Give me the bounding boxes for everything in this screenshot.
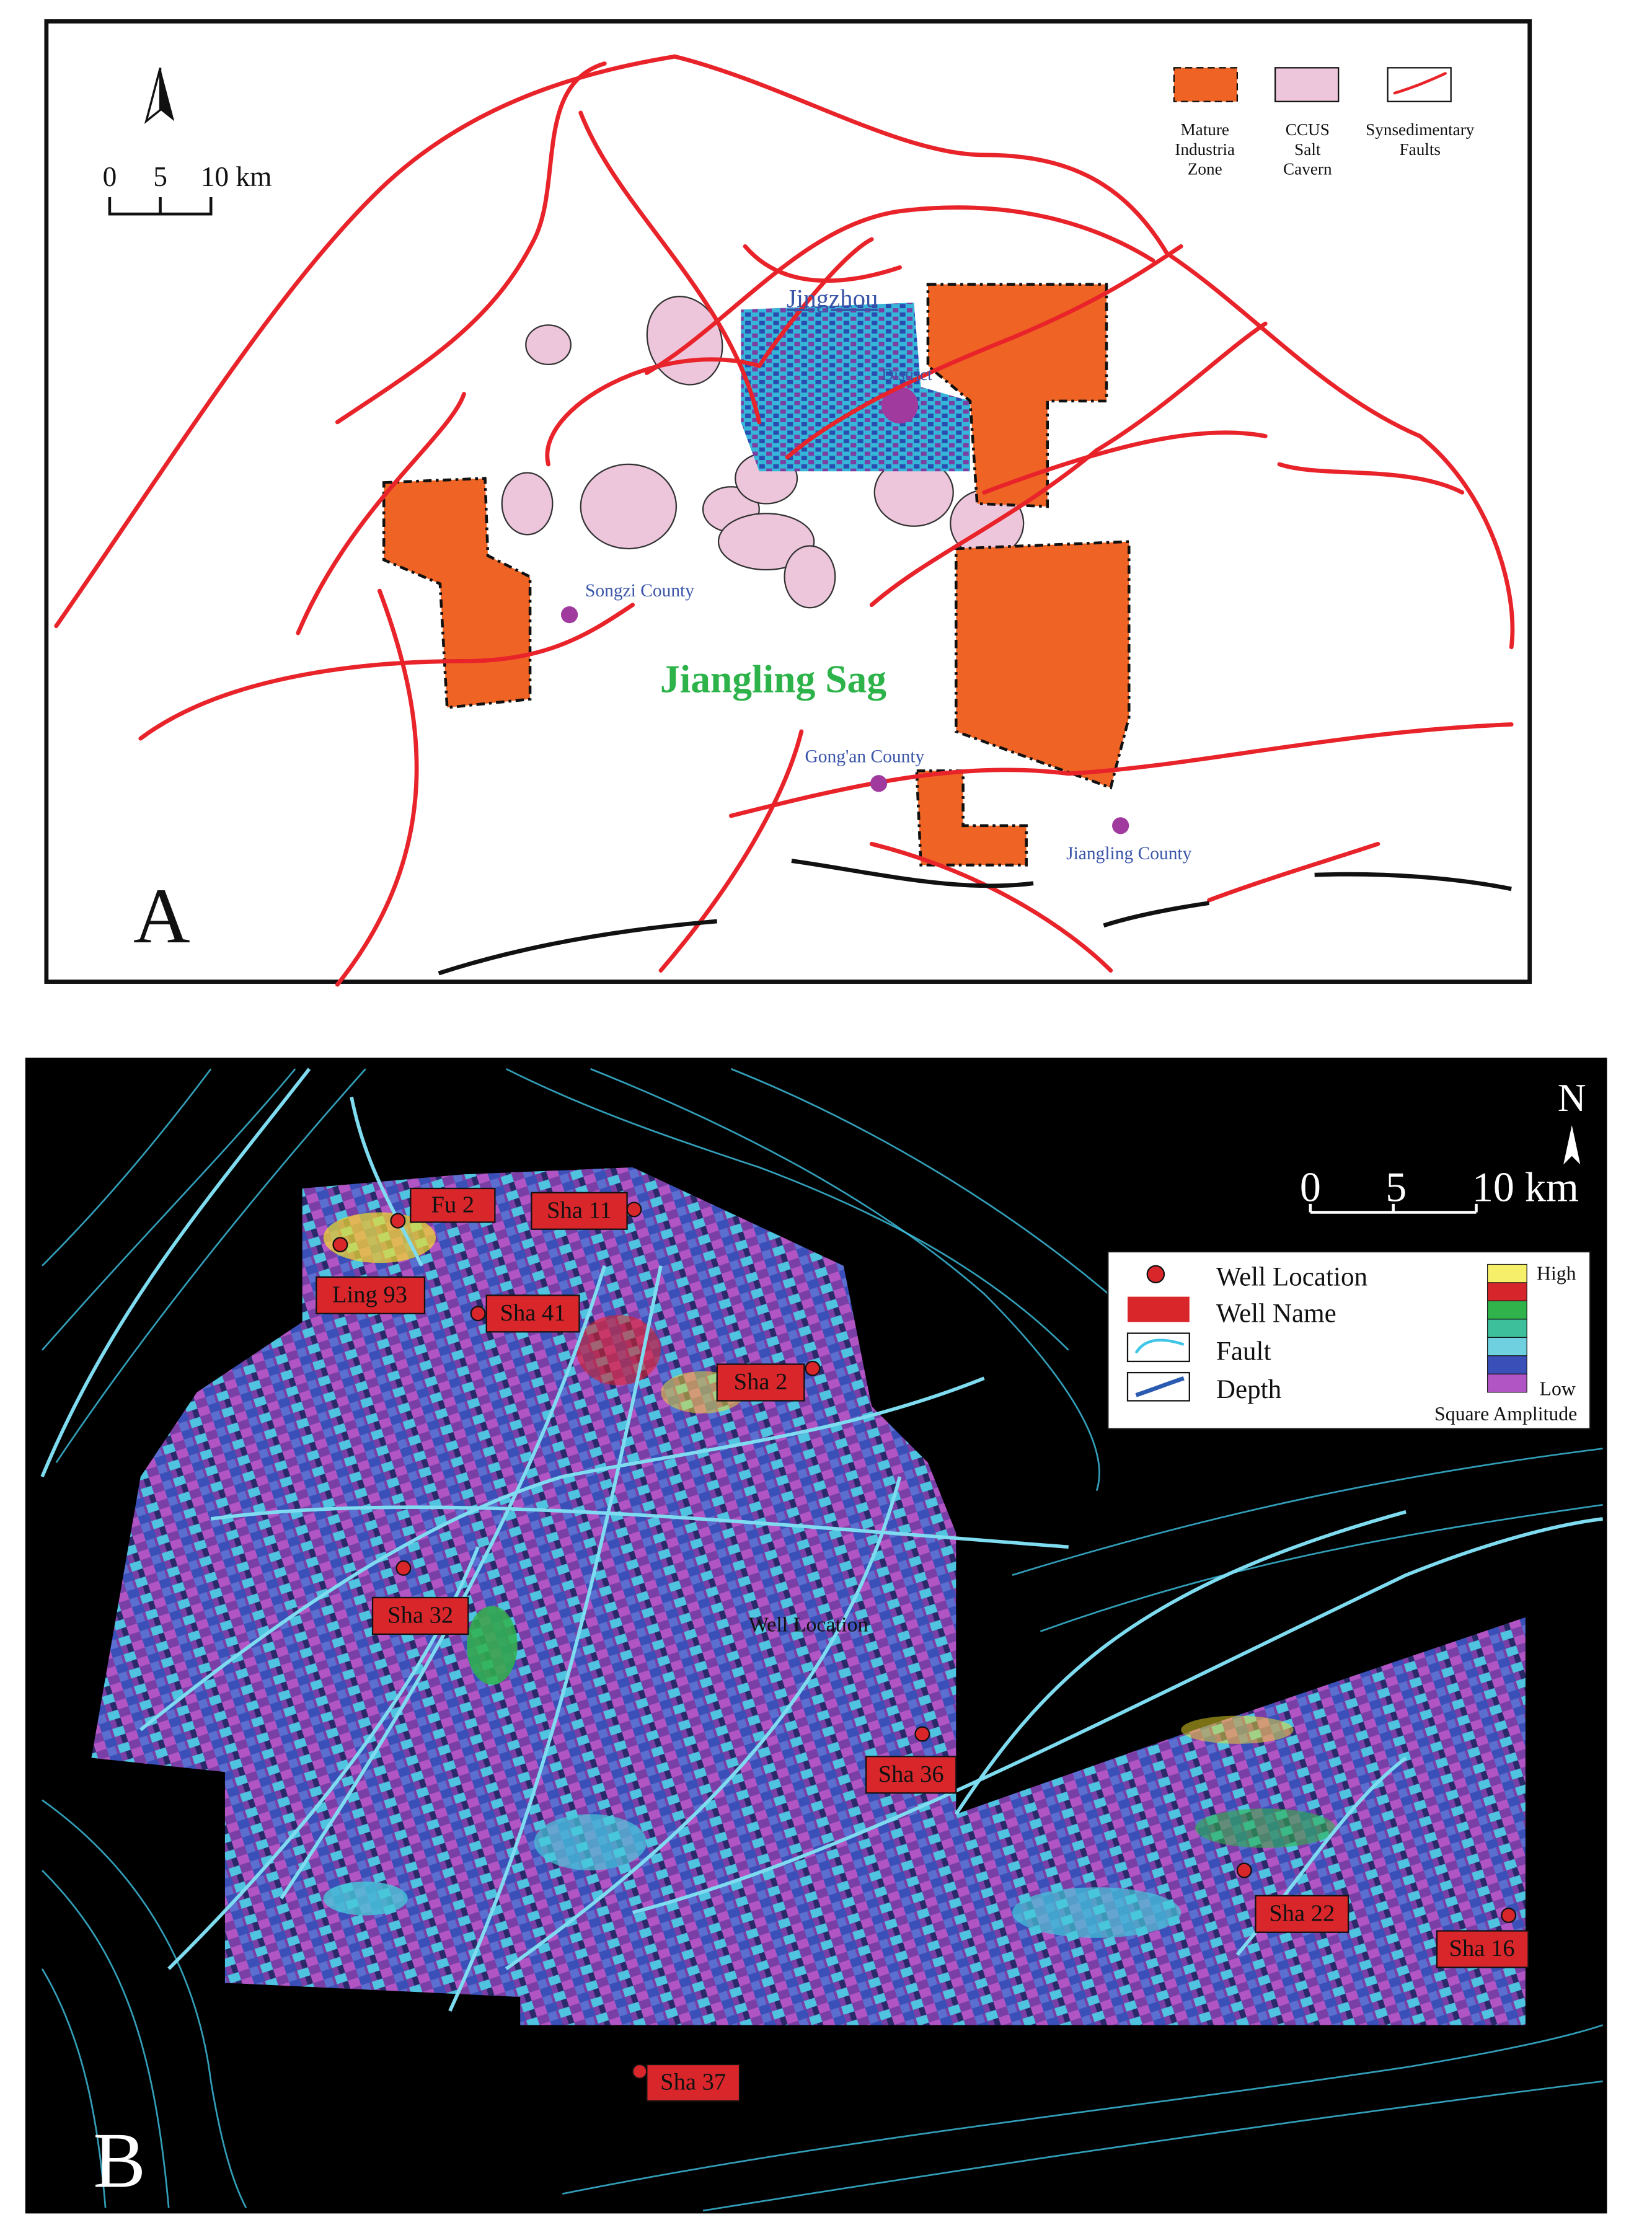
well-name: Sha 41 bbox=[500, 1300, 566, 1326]
panel-label: B bbox=[93, 2117, 146, 2204]
north-arrow bbox=[1563, 1125, 1581, 1165]
place-dot bbox=[560, 606, 578, 624]
legend-label: Faults bbox=[1400, 140, 1441, 159]
colorbar bbox=[1487, 1263, 1527, 1393]
well-name: Sha 11 bbox=[547, 1197, 612, 1223]
legend-label: CCUS bbox=[1286, 120, 1330, 139]
scale-label: 10 km bbox=[1472, 1163, 1579, 1210]
legend-label: Zone bbox=[1188, 160, 1222, 179]
seismic-inset bbox=[741, 303, 970, 472]
place-label: District bbox=[881, 365, 932, 384]
amplitude-highlights bbox=[323, 1212, 1336, 1938]
district-dot bbox=[881, 387, 919, 424]
colorbar-label: High bbox=[1537, 1262, 1576, 1284]
scale-label: 5 bbox=[153, 161, 167, 192]
well-name: Sha 36 bbox=[878, 1761, 944, 1787]
scale-bar: 0 5 10 km bbox=[1300, 1163, 1579, 1214]
legend-label: Salt bbox=[1294, 140, 1321, 159]
well-name: Sha 37 bbox=[660, 2069, 726, 2095]
well-name: Sha 22 bbox=[1269, 1900, 1335, 1926]
legend-label: Cavern bbox=[1283, 160, 1332, 179]
legend-label: Mature bbox=[1180, 120, 1229, 139]
place-label: Gong'an County bbox=[805, 747, 924, 767]
overlay-text: Well Location bbox=[749, 1613, 868, 1636]
wells: Fu 2 Sha 11 Ling 93 Sha 41 Sha 2 Sha 32 … bbox=[316, 1187, 1529, 2102]
legend: Mature Industria Zone CCUS Salt Cavern S… bbox=[1173, 67, 1475, 179]
legend-label: Synsedimentary bbox=[1366, 120, 1475, 139]
place-labels: Jingzhou District Songzi County Jianglin… bbox=[585, 285, 1192, 864]
colorbar-title: Square Amplitude bbox=[1434, 1403, 1577, 1425]
well-name: Sha 2 bbox=[734, 1369, 788, 1395]
legend: Well Location Well Name Fault Depth High… bbox=[1107, 1250, 1591, 1430]
legend-label: Depth bbox=[1216, 1375, 1281, 1404]
thrust-faults bbox=[438, 859, 1512, 976]
legend-label: Industria bbox=[1175, 140, 1235, 159]
place-dot bbox=[870, 775, 888, 792]
panel-frame bbox=[44, 19, 1532, 984]
scale-bar: 0 5 10 km bbox=[103, 161, 272, 216]
legend-label: Fault bbox=[1216, 1337, 1271, 1366]
well-name: Sha 16 bbox=[1449, 1935, 1515, 1962]
place-label: Jiangling County bbox=[1066, 844, 1191, 864]
place-label: Songzi County bbox=[585, 581, 694, 601]
well-name: Sha 32 bbox=[387, 1603, 453, 1629]
place-dot bbox=[1112, 817, 1129, 834]
amplitude-map bbox=[91, 1167, 1526, 2025]
well-name: Fu 2 bbox=[431, 1192, 475, 1218]
panel-a: 0 5 10 km Mature Industria Zone CCUS Sal… bbox=[44, 19, 1532, 987]
scale-label: 10 km bbox=[201, 161, 272, 192]
panel-b: Well Location Fu 2 Sha 11 Ling 93 Sha 41… bbox=[25, 1058, 1607, 2214]
faults-b bbox=[40, 1068, 1603, 2012]
legend-label: Well Name bbox=[1216, 1299, 1336, 1328]
well-name: Ling 93 bbox=[332, 1281, 407, 1307]
scale-label: 0 bbox=[1300, 1163, 1321, 1210]
industrial-zones bbox=[382, 283, 1131, 867]
place-label: Jiangling Sag bbox=[660, 657, 886, 701]
legend-label: Well Location bbox=[1216, 1262, 1367, 1291]
colorbar-label: Low bbox=[1540, 1378, 1576, 1399]
scale-label: 5 bbox=[1385, 1163, 1407, 1210]
panel-label: A bbox=[133, 873, 190, 960]
scale-label: 0 bbox=[103, 161, 117, 192]
contours bbox=[41, 1068, 1604, 2212]
faults bbox=[54, 54, 1515, 987]
place-label: Jingzhou bbox=[787, 285, 878, 312]
north-label: N bbox=[1558, 1076, 1586, 1120]
